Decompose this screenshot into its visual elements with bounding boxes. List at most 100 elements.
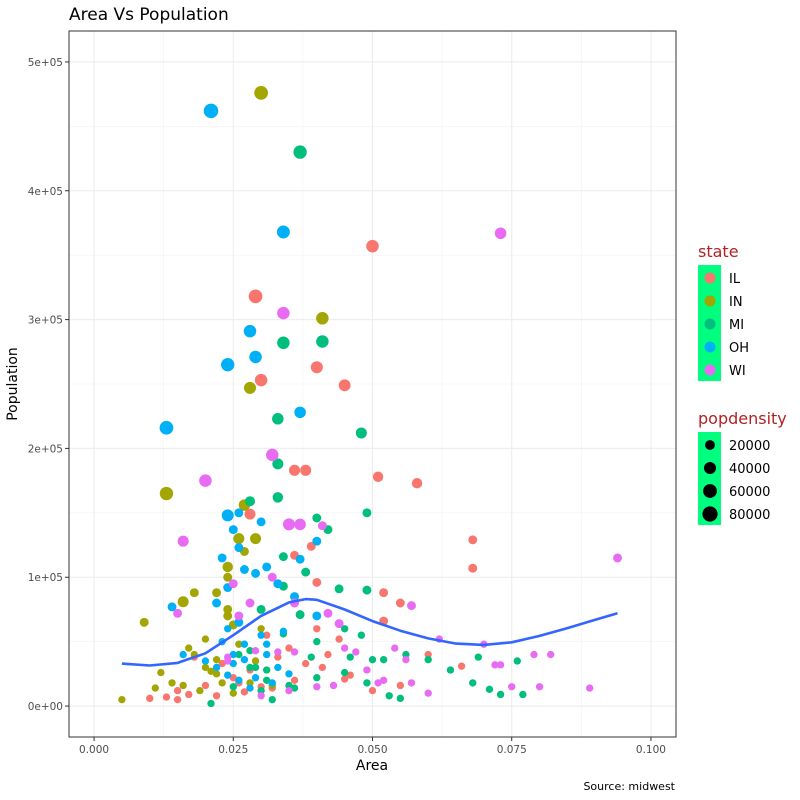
point-il <box>324 650 332 659</box>
point-wi <box>352 648 360 656</box>
point-il <box>254 373 268 387</box>
point-mi <box>272 413 284 425</box>
point-il <box>173 695 182 704</box>
point-oh <box>221 509 234 522</box>
point-in <box>212 588 222 598</box>
legend-key-oh <box>704 341 716 353</box>
x-axis: 0.000 0.025 0.050 0.075 0.100 <box>79 737 666 756</box>
point-mi <box>485 685 494 694</box>
point-oh <box>159 420 174 435</box>
point-in <box>201 663 210 672</box>
point-wi <box>323 608 333 618</box>
point-oh <box>285 670 293 678</box>
point-mi <box>229 683 237 691</box>
point-wi <box>317 521 327 531</box>
point-il <box>346 671 354 679</box>
point-mi <box>513 657 521 665</box>
point-oh <box>295 554 305 564</box>
x-tick-label: 0.075 <box>497 744 527 756</box>
point-wi <box>407 601 416 611</box>
y-tick-label: 2e+05 <box>28 443 63 455</box>
point-il <box>229 674 237 682</box>
point-oh <box>217 553 227 563</box>
point-il <box>340 675 349 683</box>
point-oh <box>228 525 238 535</box>
point-oh <box>235 676 243 684</box>
x-tick-label: 0.050 <box>357 744 387 756</box>
point-oh <box>224 671 232 679</box>
point-in <box>168 679 176 687</box>
point-in <box>179 681 187 690</box>
point-in <box>185 644 193 652</box>
point-oh <box>240 640 249 648</box>
point-in <box>177 596 189 608</box>
smooth-curve <box>121 597 618 667</box>
point-in <box>254 85 269 100</box>
point-wi <box>363 666 371 674</box>
point-il <box>162 693 171 701</box>
point-mi <box>424 656 432 664</box>
point-oh <box>251 674 260 682</box>
point-il <box>424 650 432 659</box>
point-mi <box>362 585 372 595</box>
point-wi <box>496 661 505 669</box>
point-mi <box>362 508 372 518</box>
point-oh <box>262 562 272 572</box>
point-oh <box>201 657 210 665</box>
y-axis-title: Population <box>5 347 21 421</box>
point-mi <box>307 653 315 661</box>
point-oh <box>243 324 257 338</box>
legend-key-il <box>704 272 716 284</box>
point-mi <box>268 695 276 704</box>
point-in <box>212 656 221 664</box>
point-wi <box>491 661 499 669</box>
point-wi <box>407 679 416 687</box>
point-in <box>218 679 226 687</box>
y-axis: 0e+00 1e+05 2e+05 3e+05 4e+05 5e+05 <box>28 57 69 713</box>
point-in <box>233 533 245 545</box>
point-wi <box>535 683 544 691</box>
point-mi <box>277 336 290 350</box>
point-wi <box>294 518 306 531</box>
point-wi <box>334 619 344 629</box>
legend-size-key <box>703 484 717 498</box>
point-wi <box>374 679 382 687</box>
point-in <box>246 679 254 687</box>
point-oh <box>212 598 222 608</box>
x-tick-label: 0.000 <box>79 744 109 756</box>
point-in <box>159 486 174 501</box>
legend-state-title: state <box>698 242 739 261</box>
point-wi <box>508 683 516 691</box>
point-wi <box>277 306 290 320</box>
point-il <box>310 361 323 374</box>
point-in <box>212 670 221 678</box>
point-il <box>212 692 221 700</box>
point-wi <box>251 647 260 655</box>
point-oh <box>246 684 254 692</box>
grid <box>69 31 676 737</box>
point-mi <box>368 656 377 664</box>
point-oh <box>167 602 177 612</box>
point-mi <box>316 335 329 348</box>
point-in <box>257 625 265 633</box>
point-wi <box>290 648 299 656</box>
legend-popdensity: popdensity 20000 40000 60000 80000 <box>698 409 787 525</box>
legend-label-il: IL <box>729 272 741 287</box>
point-il <box>274 653 282 661</box>
point-in <box>223 611 233 621</box>
legend-state: state IL IN MI OH WI <box>698 242 749 381</box>
point-mi <box>334 584 344 594</box>
point-mi <box>256 604 266 614</box>
x-axis-title: Area <box>356 758 388 774</box>
point-il <box>300 464 312 476</box>
point-in <box>151 684 159 692</box>
point-wi <box>391 644 399 652</box>
point-il <box>312 577 322 587</box>
point-wi <box>267 572 277 582</box>
point-oh <box>294 406 306 419</box>
point-il <box>366 239 379 253</box>
legend-label-wi: WI <box>729 364 746 379</box>
point-wi <box>173 608 183 618</box>
point-wi <box>228 579 238 589</box>
point-il <box>289 464 301 476</box>
